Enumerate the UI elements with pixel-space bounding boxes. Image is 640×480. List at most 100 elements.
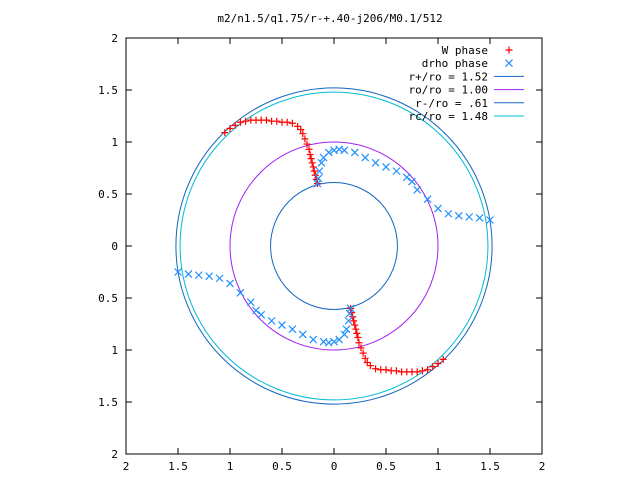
point-0-24 [310,167,318,175]
point-1-33 [309,335,318,344]
point-0-22 [308,159,316,167]
point-1-47 [174,268,182,276]
point-1-23 [486,216,494,224]
point-1-12 [382,163,390,171]
point-0-13 [288,119,296,127]
point-1-32 [319,337,328,346]
point-0-40 [377,366,385,374]
point-0-19 [305,145,313,153]
point-1-21 [465,212,474,221]
legend-swatch-0 [505,46,513,54]
point-1-9 [350,148,359,157]
x-tick-label-8: 2 [539,460,546,473]
point-1-11 [371,158,380,167]
point-1-36 [278,321,286,329]
point-0-14 [294,122,302,130]
x-tick-label-5: 0.5 [376,460,396,473]
point-1-1 [314,174,323,183]
point-1-46 [184,270,193,279]
y-tick-label-5: 0.5 [98,188,118,201]
point-1-44 [205,272,214,281]
point-1-16 [413,185,422,194]
y-tick-label-6: 1 [111,136,118,149]
legend-label-0: W phase [442,44,488,57]
point-1-25 [345,309,354,318]
point-0-4 [242,117,250,125]
legend-label-4: r-/ro = .61 [415,97,488,110]
point-0-50 [352,325,360,333]
point-0-32 [418,367,426,375]
radius-circle-0 [175,87,493,405]
point-0-8 [262,116,270,124]
point-1-14 [402,173,411,182]
point-0-51 [351,321,359,329]
point-0-43 [363,358,371,366]
y-tick-label-7: 1.5 [98,84,118,97]
x-tick-label-4: 0 [331,460,338,473]
y-tick-label-8: 2 [111,32,118,45]
point-0-38 [387,367,395,375]
x-tick-label-2: 1 [227,460,234,473]
point-1-18 [434,204,442,213]
point-0-21 [307,155,315,163]
x-tick-label-0: 2 [123,460,130,473]
point-1-45 [194,271,203,280]
point-0-46 [357,344,365,352]
point-1-13 [392,167,401,176]
point-1-40 [246,298,255,307]
point-1-10 [361,153,370,162]
point-1-26 [344,316,353,325]
point-0-48 [354,334,362,342]
point-1-35 [288,325,297,334]
point-0-17 [301,135,309,143]
point-0-2 [231,121,239,129]
point-0-16 [299,130,307,138]
point-0-45 [359,349,367,357]
point-1-2 [315,167,324,176]
legend-label-5: rc/ro = 1.48 [409,110,488,123]
point-0-42 [366,362,374,370]
radius-circle-3 [179,91,489,401]
legend-label-1: drho phase [422,57,488,70]
x-axis: 2 1.5 1 0.5 0 0.5 1 1.5 2 [123,38,546,473]
point-1-3 [317,158,326,167]
point-0-36 [398,368,406,376]
point-1-29 [335,335,344,344]
point-0-49 [353,329,361,337]
point-1-27 [342,325,351,334]
point-0-20 [306,150,314,158]
radius-circle-1 [229,141,439,351]
radius-circle-2 [270,182,398,310]
point-1-22 [475,213,484,222]
point-1-38 [257,310,266,319]
data-points [174,116,494,376]
point-1-34 [298,330,307,339]
point-0-29 [434,360,442,368]
x-tick-label-1: 1.5 [168,460,188,473]
radius-circles [175,87,493,405]
legend-label-2: r+/ro = 1.52 [409,70,488,83]
point-0-41 [372,365,380,373]
point-1-15 [408,177,416,186]
point-0-18 [303,140,311,148]
point-0-47 [355,339,363,347]
point-0-1 [226,124,234,132]
x-tick-label-7: 1.5 [480,460,500,473]
point-0-15 [297,126,305,134]
point-0-28 [439,355,447,363]
point-1-43 [215,274,224,283]
point-1-19 [444,209,453,218]
point-1-39 [252,306,260,315]
point-0-3 [236,118,244,126]
x-tick-label-3: 0.5 [272,460,292,473]
point-1-5 [324,148,333,157]
y-tick-label-1: 1.5 [98,396,118,409]
y-tick-label-4: 0 [111,240,118,253]
legend-label-3: ro/ro = 1.00 [409,84,488,97]
point-0-12 [283,118,291,126]
series-0-points [221,116,447,376]
point-1-20 [454,211,463,220]
point-1-42 [226,279,234,288]
